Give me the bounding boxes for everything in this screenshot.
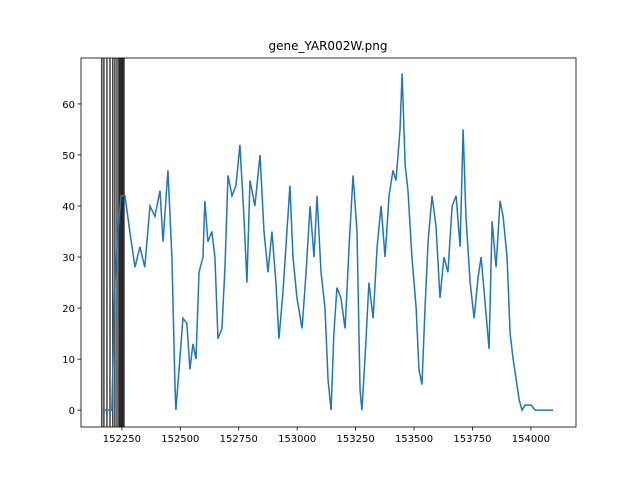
y-tick-label: 30 (62, 253, 75, 264)
plot-frame (80, 57, 577, 428)
y-tick-label: 0 (69, 406, 75, 417)
x-tick-label: 152750 (220, 434, 258, 445)
x-tick-label: 153250 (337, 434, 375, 445)
x-tick-label: 154000 (512, 434, 550, 445)
x-tick-label: 152500 (161, 434, 199, 445)
x-tick-label: 152250 (103, 434, 141, 445)
x-tick-label: 153750 (453, 434, 491, 445)
x-tick-label: 153500 (395, 434, 433, 445)
y-tick-label: 10 (62, 355, 75, 366)
y-tick-label: 20 (62, 304, 75, 315)
y-tick-label: 50 (62, 151, 75, 162)
chart-title: gene_YAR002W.png (269, 39, 388, 53)
x-tick-label: 153000 (278, 434, 316, 445)
y-tick-label: 60 (62, 100, 75, 111)
y-tick-label: 40 (62, 202, 75, 213)
data-line (100, 73, 554, 413)
